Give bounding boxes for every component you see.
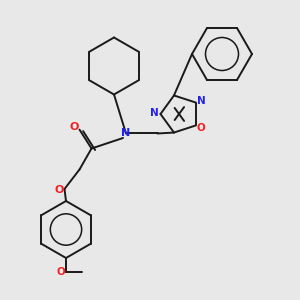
Text: N: N (149, 107, 158, 118)
Text: O: O (54, 184, 64, 195)
Text: N: N (197, 96, 206, 106)
Text: O: O (56, 267, 65, 278)
Text: O: O (197, 123, 206, 133)
Text: N: N (122, 128, 130, 138)
Text: O: O (69, 122, 79, 132)
